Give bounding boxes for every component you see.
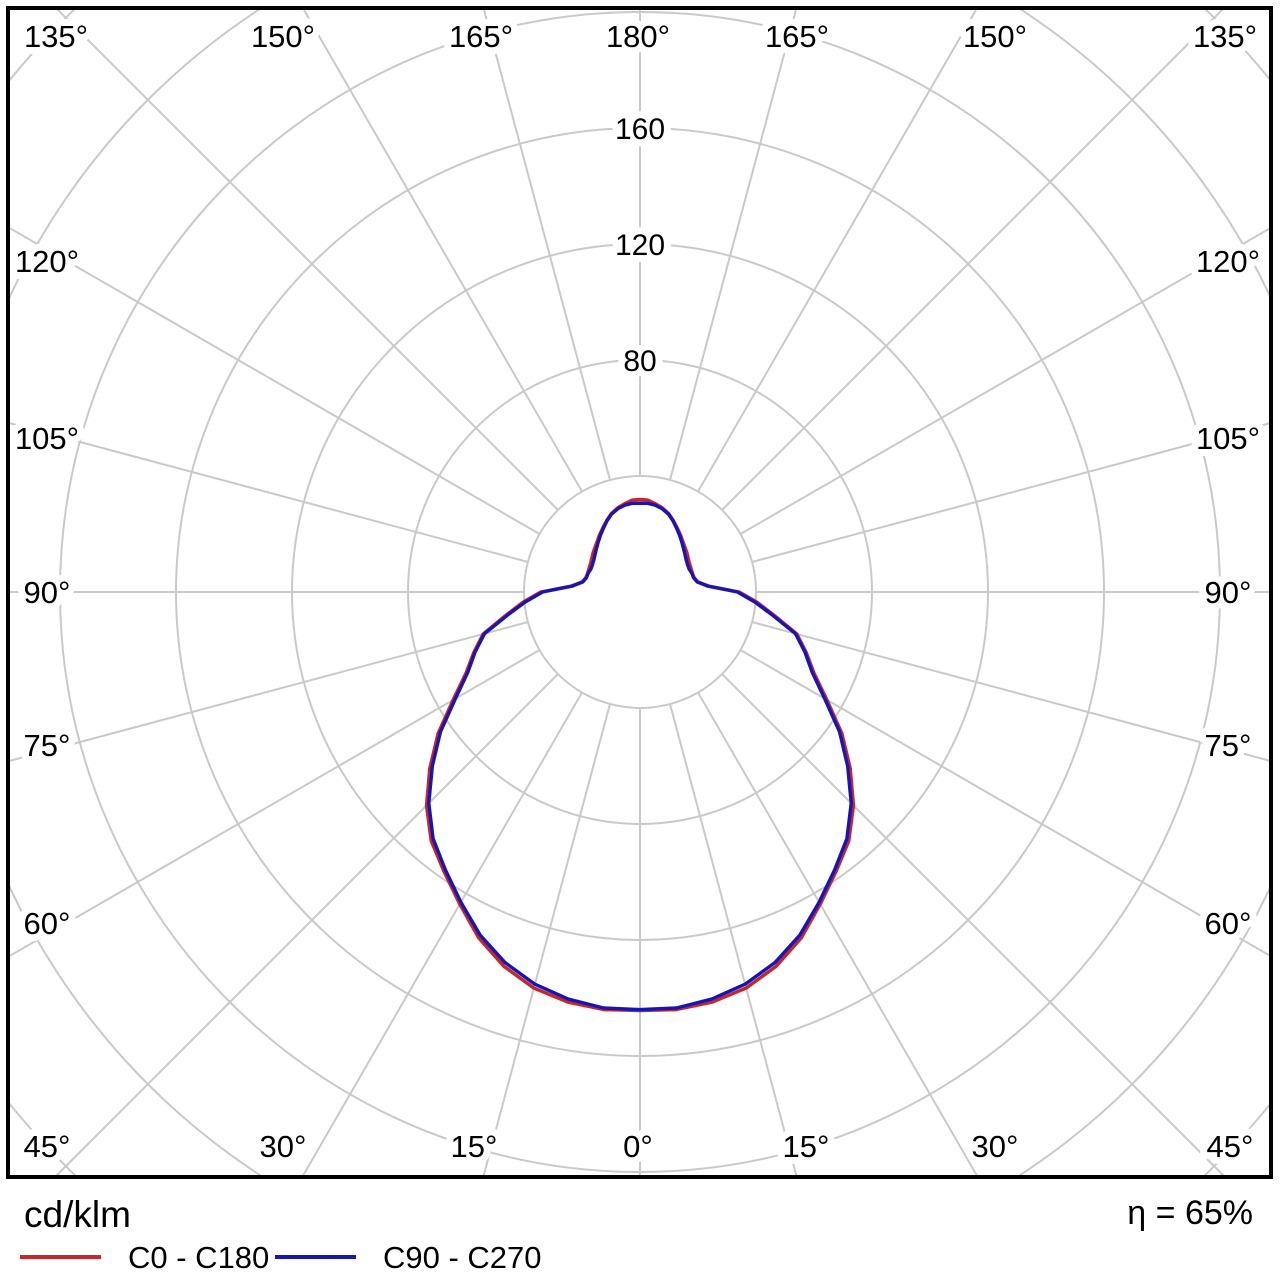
angle-label-top: 135° (1193, 19, 1257, 54)
legend-item-c0-c180: C0 - C180 (20, 1236, 269, 1278)
polar-grid-spoke (739, 227, 1269, 535)
polar-grid-spoke (482, 703, 611, 1175)
legend-line-red (20, 1255, 101, 1259)
polar-grid-spoke (10, 621, 529, 762)
legend-label-c0-c180: C0 - C180 (128, 1239, 270, 1275)
angle-label-left: 75° (24, 728, 71, 763)
polar-grid-spoke (55, 673, 559, 1175)
radial-tick-label: 160 (615, 113, 665, 146)
polar-grid-spoke (721, 673, 1225, 1175)
angle-label-top: 150° (963, 19, 1027, 54)
efficiency-label: η = 65% (1127, 1194, 1253, 1232)
polar-grid-spoke (10, 422, 529, 563)
legend-label-c90-c270: C90 - C270 (383, 1239, 542, 1275)
angle-label-right: 60° (1205, 906, 1252, 941)
angle-label-bottom: 15° (783, 1129, 830, 1164)
angle-label-bottom: 45° (24, 1129, 71, 1164)
radial-tick-label: 120 (615, 229, 665, 262)
angle-label-top: 165° (449, 19, 513, 54)
angle-label-right: 105° (1196, 421, 1260, 456)
legend: C0 - C180 C90 - C270 (0, 1236, 1280, 1278)
angle-label-bottom: 45° (1207, 1129, 1254, 1164)
polar-grid-spoke (669, 703, 798, 1175)
angle-label-bottom: 30° (260, 1129, 307, 1164)
angle-label-left: 105° (15, 421, 79, 456)
angle-label-top: 150° (251, 19, 315, 54)
polar-grid-spoke (697, 10, 978, 493)
polar-grid-spoke (10, 649, 541, 957)
polar-grid-spoke (10, 227, 541, 535)
angle-label-right: 90° (1205, 575, 1252, 610)
plot-frame (6, 6, 1273, 1179)
polar-grid-circle (523, 475, 757, 709)
polar-grid-spoke (751, 422, 1269, 563)
radial-tick-label: 80 (623, 345, 656, 378)
angle-label-right: 120° (1196, 244, 1260, 279)
legend-item-c90-c270: C90 - C270 (275, 1236, 542, 1278)
polar-grid-spoke (56, 10, 559, 511)
angle-label-top: 165° (765, 19, 829, 54)
angle-label-left: 60° (24, 906, 71, 941)
angle-label-bottom: 30° (972, 1129, 1019, 1164)
polar-grid-spoke (739, 649, 1269, 957)
polar-grid-spoke (302, 691, 583, 1175)
angle-label-left: 120° (15, 244, 79, 279)
angle-label-left: 90° (24, 575, 71, 610)
units-label: cd/klm (24, 1194, 131, 1235)
curve-c90-c270 (427, 501, 853, 1012)
polar-grid-spoke (751, 621, 1269, 762)
legend-line-blue (275, 1255, 356, 1259)
polar-grid-spoke (721, 10, 1224, 511)
polar-grid-spoke (697, 691, 978, 1175)
angle-label-bottom: 15° (451, 1129, 498, 1164)
angle-label-right: 75° (1205, 728, 1252, 763)
angle-label-bottom: 0° (623, 1129, 653, 1164)
polar-grid-spoke (483, 10, 611, 481)
angle-label-top: 180° (606, 19, 670, 54)
polar-grid-spoke (302, 10, 583, 493)
polar-grid-spoke (669, 10, 797, 481)
angle-label-top: 135° (24, 19, 88, 54)
